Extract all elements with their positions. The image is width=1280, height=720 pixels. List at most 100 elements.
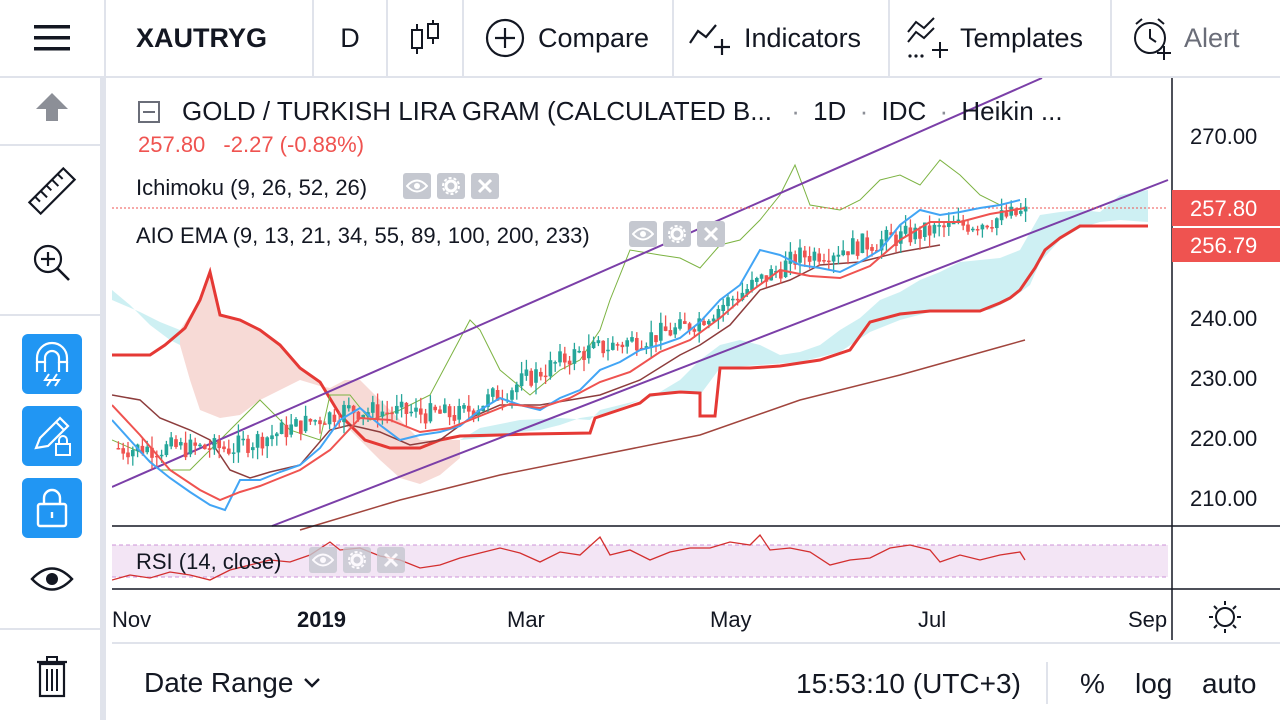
- candle-body: [260, 436, 265, 449]
- candle-body: [390, 412, 394, 415]
- candle-body: [534, 369, 538, 383]
- percent-scale-toggle[interactable]: %: [1080, 668, 1105, 699]
- gear-icon-teeth: [1209, 601, 1241, 633]
- magnet-mode-button[interactable]: [22, 334, 82, 394]
- candle-body: [303, 415, 308, 432]
- last-price-label-box: [1172, 190, 1280, 226]
- candle-body: [918, 230, 922, 239]
- bottom-bar: Date Range 15:53:10 (UTC+3) % log auto: [112, 642, 1280, 720]
- candle-body: [308, 418, 313, 422]
- indicators-icon: [689, 24, 730, 55]
- candle-body: [250, 447, 255, 451]
- candle-body: [265, 437, 270, 447]
- candle-body: [1004, 212, 1009, 217]
- close-icon: [383, 552, 399, 568]
- indicators-button[interactable]: Indicators: [674, 0, 890, 76]
- ema-remove-button[interactable]: [697, 221, 725, 247]
- zoom-in-button[interactable]: [25, 236, 79, 290]
- ichimoku-visibility-button[interactable]: [403, 173, 431, 199]
- lock-all-button[interactable]: [22, 478, 82, 538]
- gear-icon: [668, 225, 686, 243]
- candle-body: [140, 445, 145, 454]
- scroll-up-button[interactable]: [25, 80, 79, 134]
- rsi-settings-button[interactable]: [343, 547, 371, 573]
- candle-body: [438, 409, 442, 414]
- candle-body: [572, 349, 577, 364]
- lock-drawings-button[interactable]: [22, 406, 82, 466]
- bottom-divider: [1046, 662, 1048, 704]
- gear-icon: [348, 551, 366, 569]
- menu-button[interactable]: [0, 0, 106, 76]
- top-toolbar: XAUTRYG D Compare Indicators: [0, 0, 1280, 78]
- candle-body: [596, 340, 601, 344]
- clock[interactable]: 15:53:10 (UTC+3): [796, 668, 1021, 699]
- candle-body: [591, 341, 596, 349]
- ema-price-label: 256.79: [1190, 233, 1257, 258]
- candle-body: [798, 247, 802, 263]
- arrow-up-icon: [36, 93, 68, 121]
- auto-scale-toggle[interactable]: auto: [1202, 668, 1257, 699]
- templates-icon: [907, 17, 948, 58]
- interval-button[interactable]: D: [314, 0, 388, 76]
- templates-label: Templates: [960, 22, 1084, 53]
- gear-icon: [442, 177, 460, 195]
- candle-body: [433, 406, 438, 411]
- candle-body: [634, 337, 639, 351]
- candle-body: [150, 447, 154, 458]
- chart-style-button[interactable]: [388, 0, 464, 76]
- candle-body: [495, 390, 500, 401]
- rsi-remove-button[interactable]: [377, 547, 405, 573]
- candle-body: [423, 413, 428, 424]
- candle-body: [236, 435, 241, 453]
- candle-body: [1023, 206, 1028, 212]
- alert-button[interactable]: Alert: [1112, 0, 1280, 76]
- symbol-description: GOLD / TURKISH LIRA GRAM (CALCULATED B..…: [182, 96, 772, 126]
- chart-settings-button[interactable]: [1209, 601, 1241, 633]
- log-scale-toggle[interactable]: log: [1135, 668, 1173, 699]
- candle-body: [313, 420, 318, 422]
- candle-body: [289, 424, 294, 435]
- candle-body: [514, 384, 519, 393]
- ichimoku-settings-button[interactable]: [437, 173, 465, 199]
- hide-drawings-button[interactable]: [25, 552, 79, 606]
- eye-icon: [632, 227, 654, 241]
- ema-settings-button[interactable]: [663, 221, 691, 247]
- magnet-icon: [35, 341, 69, 387]
- templates-button[interactable]: Templates: [890, 0, 1112, 76]
- collapse-legend-button[interactable]: [138, 101, 160, 123]
- price-chart[interactable]: 270.00 240.00 230.00 220.00 210.00 257.8…: [112, 78, 1280, 640]
- eye-icon: [30, 567, 74, 591]
- measure-tool-button[interactable]: [25, 164, 79, 218]
- candle-body: [778, 271, 783, 279]
- rsi-visibility-button[interactable]: [309, 547, 337, 573]
- time-label: Jul: [918, 607, 946, 632]
- candle-body: [447, 406, 452, 418]
- candle-body: [841, 250, 846, 256]
- candle-body: [946, 222, 951, 227]
- candle-body: [274, 433, 279, 437]
- candle-body: [865, 237, 870, 250]
- candle-body: [486, 394, 490, 407]
- candle-body: [327, 412, 332, 425]
- ema-visibility-button[interactable]: [629, 221, 657, 247]
- candles-icon: [411, 20, 439, 54]
- candle-body: [212, 438, 217, 450]
- candle-body: [399, 401, 404, 408]
- candle-body: [519, 373, 524, 387]
- ichimoku-remove-button[interactable]: [471, 173, 499, 199]
- candle-body: [745, 289, 750, 295]
- ichimoku-legend[interactable]: Ichimoku (9, 26, 52, 26): [136, 175, 368, 200]
- remove-drawings-button[interactable]: [25, 650, 79, 704]
- candle-body: [174, 439, 178, 447]
- candle-body: [831, 255, 836, 262]
- candle-body: [1018, 210, 1023, 214]
- symbol-button[interactable]: XAUTRYG: [106, 0, 314, 76]
- compare-button[interactable]: Compare: [464, 0, 674, 76]
- trend-channel-upper: [112, 78, 1043, 488]
- rsi-legend[interactable]: RSI (14, close): [136, 549, 282, 574]
- date-range-button[interactable]: Date Range: [144, 662, 321, 704]
- candle-body: [870, 247, 874, 251]
- aio-ema-legend[interactable]: AIO EMA (9, 13, 21, 34, 55, 89, 100, 200…: [136, 223, 590, 248]
- price-tick: 220.00: [1190, 426, 1257, 451]
- candle-body: [990, 227, 994, 229]
